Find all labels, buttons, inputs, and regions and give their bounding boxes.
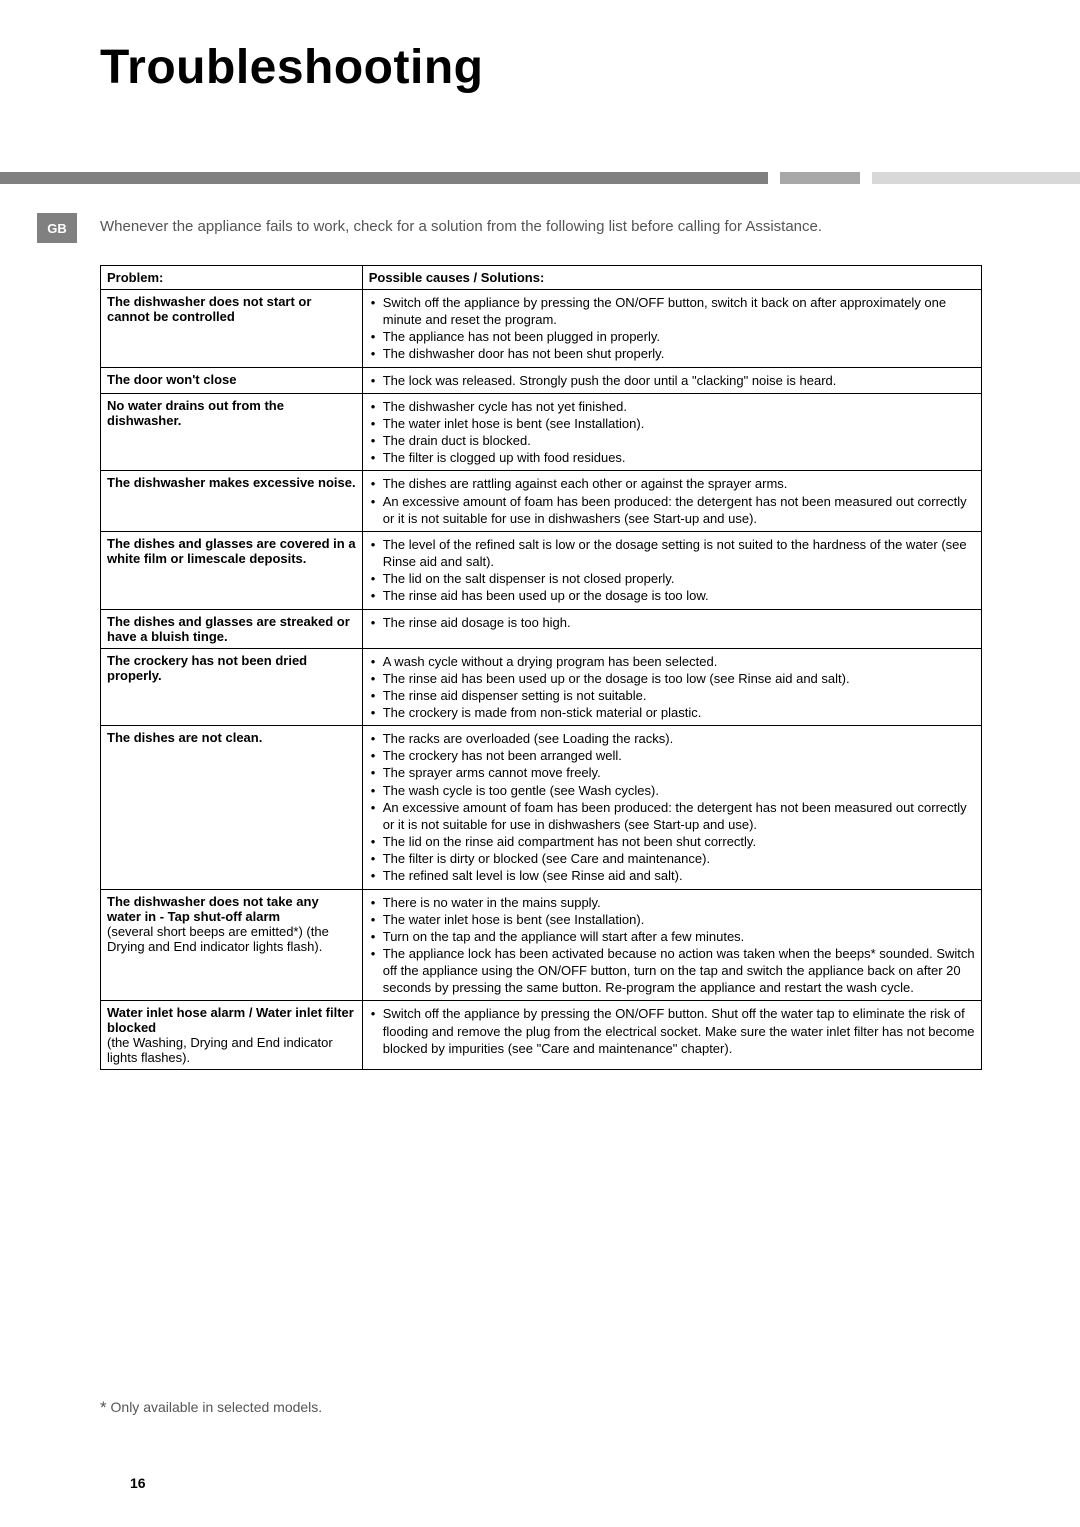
solution-item: Switch off the appliance by pressing the…	[369, 1005, 975, 1056]
solution-item: The filter is clogged up with food resid…	[369, 449, 975, 466]
problem-cell: The door won't close	[101, 367, 363, 393]
solution-item: The dishes are rattling against each oth…	[369, 475, 975, 492]
table-header-problem: Problem:	[101, 266, 363, 290]
solution-item: The sprayer arms cannot move freely.	[369, 764, 975, 781]
problem-cell: The dishwasher does not start or cannot …	[101, 290, 363, 368]
decorative-stripe	[0, 172, 1080, 184]
solution-item: An excessive amount of foam has been pro…	[369, 493, 975, 527]
solution-cell: Switch off the appliance by pressing the…	[362, 1001, 981, 1070]
solution-item: The crockery is made from non-stick mate…	[369, 704, 975, 721]
solution-item: The rinse aid dosage is too high.	[369, 614, 975, 631]
intro-text: Whenever the appliance fails to work, ch…	[100, 218, 980, 235]
solution-cell: The dishes are rattling against each oth…	[362, 471, 981, 531]
solution-item: The filter is dirty or blocked (see Care…	[369, 850, 975, 867]
page-number: 16	[130, 1475, 146, 1491]
table-row: The dishwasher does not start or cannot …	[101, 290, 982, 368]
problem-cell: The dishwasher makes excessive noise.	[101, 471, 363, 531]
solution-item: Switch off the appliance by pressing the…	[369, 294, 975, 328]
solution-item: The wash cycle is too gentle (see Wash c…	[369, 782, 975, 799]
solution-item: The water inlet hose is bent (see Instal…	[369, 415, 975, 432]
solution-cell: A wash cycle without a drying program ha…	[362, 648, 981, 726]
solution-cell: There is no water in the mains supply.Th…	[362, 889, 981, 1001]
solution-item: The refined salt level is low (see Rinse…	[369, 867, 975, 884]
problem-cell: Water inlet hose alarm / Water inlet fil…	[101, 1001, 363, 1070]
solution-item: The racks are overloaded (see Loading th…	[369, 730, 975, 747]
solution-item: The appliance lock has been activated be…	[369, 945, 975, 996]
solution-cell: The lock was released. Strongly push the…	[362, 367, 981, 393]
table-row: The dishwasher makes excessive noise. The…	[101, 471, 982, 531]
problem-cell: The dishes and glasses are streaked or h…	[101, 609, 363, 648]
solution-item: The lid on the rinse aid compartment has…	[369, 833, 975, 850]
solution-item: The dishwasher cycle has not yet finishe…	[369, 398, 975, 415]
solution-item: The crockery has not been arranged well.	[369, 747, 975, 764]
table-row: No water drains out from the dishwasher.…	[101, 393, 982, 471]
language-tab: GB	[37, 213, 77, 243]
solution-item: The water inlet hose is bent (see Instal…	[369, 911, 975, 928]
solution-item: Turn on the tap and the appliance will s…	[369, 928, 975, 945]
solution-item: An excessive amount of foam has been pro…	[369, 799, 975, 833]
table-row: The door won't close The lock was release…	[101, 367, 982, 393]
table-row: The crockery has not been dried properly…	[101, 648, 982, 726]
problem-cell: The dishes and glasses are covered in a …	[101, 531, 363, 609]
table-header-solution: Possible causes / Solutions:	[362, 266, 981, 290]
problem-cell: The crockery has not been dried properly…	[101, 648, 363, 726]
solution-item: There is no water in the mains supply.	[369, 894, 975, 911]
solution-item: The rinse aid has been used up or the do…	[369, 587, 975, 604]
table-row: The dishes are not clean. The racks are o…	[101, 726, 982, 889]
solution-cell: The racks are overloaded (see Loading th…	[362, 726, 981, 889]
solution-item: The lid on the salt dispenser is not clo…	[369, 570, 975, 587]
solution-item: The appliance has not been plugged in pr…	[369, 328, 975, 345]
solution-item: The lock was released. Strongly push the…	[369, 372, 975, 389]
troubleshooting-table: Problem: Possible causes / Solutions: Th…	[100, 265, 982, 1070]
solution-item: The level of the refined salt is low or …	[369, 536, 975, 570]
table-row: The dishes and glasses are streaked or h…	[101, 609, 982, 648]
page-title: Troubleshooting	[0, 0, 1080, 95]
table-row: Water inlet hose alarm / Water inlet fil…	[101, 1001, 982, 1070]
problem-cell: The dishwasher does not take any water i…	[101, 889, 363, 1001]
footnote: * Only available in selected models.	[100, 1398, 322, 1418]
problem-cell: No water drains out from the dishwasher.	[101, 393, 363, 471]
table-row: The dishes and glasses are covered in a …	[101, 531, 982, 609]
solution-item: A wash cycle without a drying program ha…	[369, 653, 975, 670]
solution-cell: The dishwasher cycle has not yet finishe…	[362, 393, 981, 471]
solution-cell: Switch off the appliance by pressing the…	[362, 290, 981, 368]
solution-item: The rinse aid dispenser setting is not s…	[369, 687, 975, 704]
solution-cell: The level of the refined salt is low or …	[362, 531, 981, 609]
solution-item: The drain duct is blocked.	[369, 432, 975, 449]
solution-item: The rinse aid has been used up or the do…	[369, 670, 975, 687]
table-row: The dishwasher does not take any water i…	[101, 889, 982, 1001]
solution-item: The dishwasher door has not been shut pr…	[369, 345, 975, 362]
solution-cell: The rinse aid dosage is too high.	[362, 609, 981, 648]
problem-cell: The dishes are not clean.	[101, 726, 363, 889]
